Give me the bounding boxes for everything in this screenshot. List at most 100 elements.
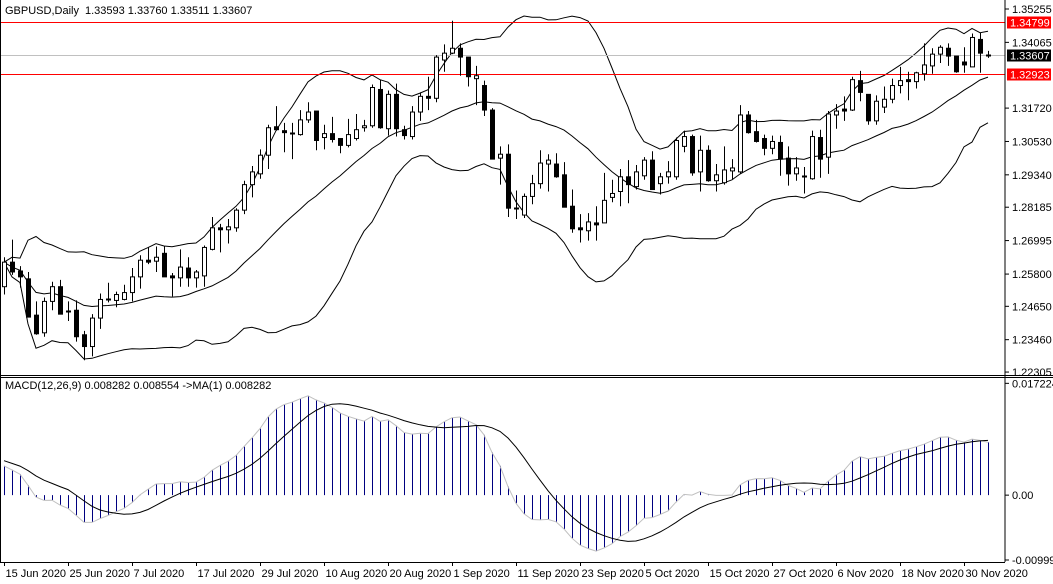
candle-body-bullish bbox=[922, 64, 927, 75]
candle bbox=[650, 151, 655, 191]
candle bbox=[90, 314, 95, 357]
candle-body-bullish bbox=[938, 46, 943, 55]
candle bbox=[890, 78, 895, 104]
candle bbox=[298, 110, 303, 136]
candle-body-bullish bbox=[250, 171, 255, 186]
candle bbox=[810, 130, 815, 180]
date-label: 15 Jun 2020 bbox=[6, 568, 67, 580]
ohlc-readout: 1.33593 1.33760 1.33511 1.33607 bbox=[85, 5, 252, 17]
candle-body-bullish bbox=[194, 271, 199, 279]
candle-body-bullish bbox=[682, 136, 687, 147]
candle bbox=[186, 257, 191, 287]
candle-body-bearish bbox=[786, 157, 791, 175]
candle bbox=[162, 246, 167, 278]
candle-body-bullish bbox=[122, 292, 127, 300]
candle bbox=[834, 104, 839, 129]
candle bbox=[34, 301, 39, 335]
candle bbox=[450, 20, 455, 55]
symbol-timeframe: GBPUSD,Daily bbox=[5, 5, 79, 17]
candle-body-bearish bbox=[338, 138, 343, 146]
candle-body-bullish bbox=[298, 119, 303, 136]
candle bbox=[10, 239, 15, 275]
candle bbox=[554, 153, 559, 178]
candle bbox=[306, 102, 311, 123]
candle-body-bearish bbox=[170, 275, 175, 279]
candle-body-bearish bbox=[818, 137, 823, 160]
candle bbox=[858, 70, 863, 102]
candle-body-bearish bbox=[426, 95, 431, 99]
price-line-label: 1.32923 bbox=[1010, 70, 1050, 82]
candle-body-bullish bbox=[242, 184, 247, 211]
candle-body-bearish bbox=[954, 55, 959, 73]
candle-body-bullish bbox=[178, 266, 183, 279]
candle bbox=[394, 83, 399, 137]
candle bbox=[786, 146, 791, 186]
price-tick-label: 1.34065 bbox=[1012, 37, 1052, 49]
candle-body-bullish bbox=[586, 221, 591, 232]
candle bbox=[794, 157, 799, 181]
candle bbox=[66, 301, 71, 322]
candle bbox=[138, 255, 143, 289]
price-tick-label: 1.31720 bbox=[1012, 103, 1052, 115]
date-label: 7 Jul 2020 bbox=[134, 568, 185, 580]
candle bbox=[498, 146, 503, 185]
price-tick-label: 1.28185 bbox=[1012, 202, 1052, 214]
price-line-label-box bbox=[1007, 49, 1051, 62]
candle bbox=[826, 111, 831, 174]
candle-body-bullish bbox=[642, 159, 647, 177]
macd-panel[interactable] bbox=[3, 395, 989, 552]
candle-body-bearish bbox=[458, 47, 463, 58]
date-label: 6 Nov 2020 bbox=[838, 568, 894, 580]
candle-body-bearish bbox=[186, 267, 191, 279]
candle bbox=[730, 159, 735, 180]
candle bbox=[258, 149, 263, 179]
candle bbox=[42, 297, 47, 337]
candle-body-bullish bbox=[666, 171, 671, 178]
candle-body-bearish bbox=[746, 114, 751, 134]
candle-body-bullish bbox=[930, 53, 935, 67]
candle bbox=[130, 268, 135, 302]
candle-body-bullish bbox=[674, 139, 679, 178]
candle bbox=[586, 213, 591, 241]
date-label: 5 Oct 2020 bbox=[646, 568, 700, 580]
candle bbox=[122, 284, 127, 301]
candle bbox=[218, 223, 223, 253]
chart-header: GBPUSD,Daily 1.33593 1.33760 1.33511 1.33… bbox=[5, 5, 252, 17]
candle-body-bearish bbox=[282, 130, 287, 134]
candle bbox=[866, 93, 871, 125]
candle bbox=[722, 146, 727, 185]
candle bbox=[482, 80, 487, 116]
bollinger-upper-band bbox=[3, 15, 989, 263]
candle-body-bullish bbox=[634, 171, 639, 188]
candle-body-bearish bbox=[978, 38, 983, 54]
candle-body-bullish bbox=[450, 47, 455, 54]
price-panel[interactable] bbox=[0, 15, 1005, 361]
candle-body-bearish bbox=[690, 136, 695, 174]
candle bbox=[658, 172, 663, 195]
candle bbox=[226, 218, 231, 244]
candle bbox=[170, 272, 175, 297]
candle bbox=[818, 129, 823, 178]
candle-body-bearish bbox=[58, 286, 63, 315]
candle bbox=[322, 124, 327, 150]
candle-body-bearish bbox=[554, 163, 559, 178]
candle bbox=[194, 270, 199, 288]
date-label: 23 Sep 2020 bbox=[582, 568, 644, 580]
candle bbox=[490, 108, 495, 160]
candle-body-bullish bbox=[914, 72, 919, 83]
price-line-label-box bbox=[1007, 16, 1051, 29]
date-label: 30 Nov 2020 bbox=[966, 568, 1028, 580]
candle bbox=[666, 161, 671, 184]
macd-tick-label: 0.00 bbox=[1012, 490, 1033, 502]
candle bbox=[714, 164, 719, 192]
date-label: 1 Sep 2020 bbox=[454, 568, 510, 580]
candle bbox=[738, 105, 743, 174]
candle bbox=[58, 279, 63, 315]
macd-main-line bbox=[3, 395, 989, 552]
candle-body-bearish bbox=[762, 138, 767, 149]
candle bbox=[578, 214, 583, 243]
candle-body-bullish bbox=[522, 195, 527, 216]
candle-body-bearish bbox=[482, 85, 487, 111]
